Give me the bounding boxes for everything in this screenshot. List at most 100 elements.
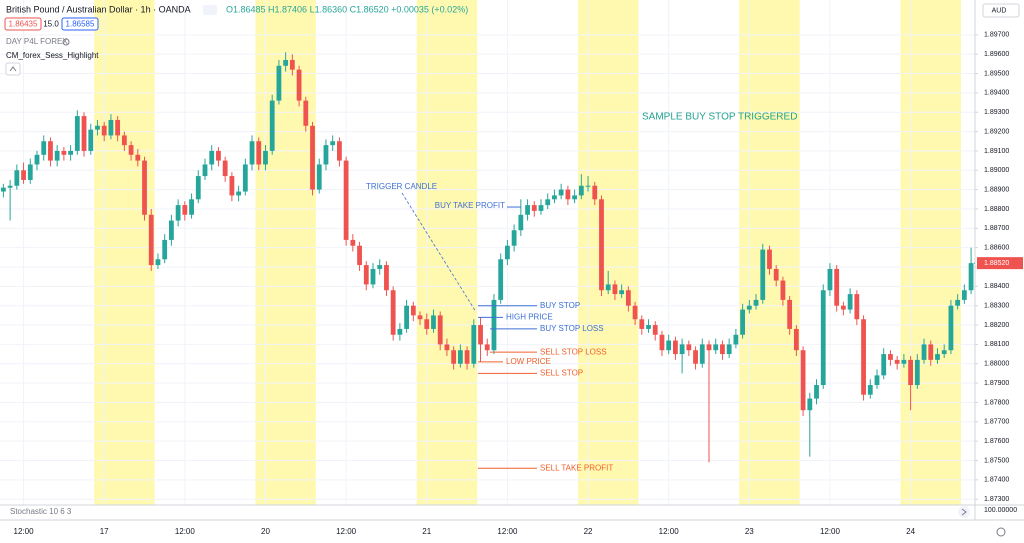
level-label: LOW PRICE	[506, 357, 551, 366]
candles	[1, 52, 974, 463]
time-axis: 12:00 17 12:00 20 12:00 21 12:00 22 12:00 23 12:00…	[14, 527, 916, 536]
candle-body	[1, 187, 6, 192]
candle-body	[558, 189, 564, 196]
candle-body	[74, 116, 80, 151]
indicator-label[interactable]: CM_forex_Sess_Highlight	[6, 51, 99, 60]
candle-body	[155, 259, 161, 266]
y-tick-label: 1.89400	[984, 90, 1009, 97]
candle-body	[343, 160, 349, 240]
candle-body	[565, 189, 571, 200]
y-tick-label: 1.87700	[984, 419, 1009, 426]
indicator-label[interactable]: DAY P4L FOREX	[6, 37, 68, 46]
candle-body	[54, 150, 60, 161]
candle-body	[68, 150, 73, 155]
candle-body	[498, 259, 504, 300]
y-tick-label: 1.88800	[984, 206, 1009, 213]
bid-badge[interactable]	[4, 17, 42, 31]
session-band	[94, 0, 155, 505]
settings-icon[interactable]	[996, 527, 1006, 537]
candle-body	[525, 205, 530, 215]
x-tick-label: 21	[422, 527, 431, 536]
candle-body	[578, 185, 584, 196]
candle-body	[209, 150, 215, 165]
candle-body	[861, 319, 866, 395]
candle-body	[202, 164, 208, 177]
candle-body	[377, 265, 383, 269]
x-tick-label: 12:00	[175, 527, 196, 536]
candle-body	[350, 239, 356, 246]
candle-body	[303, 100, 309, 126]
x-tick-label: 12:00	[659, 527, 680, 536]
price-axis: 1.87300 1.87400 1.87500 1.87600 1.87700 1.878…	[975, 32, 1009, 503]
candle-body	[720, 344, 725, 355]
candle-body	[21, 170, 26, 180]
candle-body	[478, 325, 483, 345]
x-tick-label: 17	[100, 527, 109, 536]
candle-body	[894, 359, 900, 364]
x-tick-label: 12:00	[14, 527, 35, 536]
candle-body	[787, 299, 793, 329]
candle-body	[867, 385, 873, 395]
candle-body	[639, 319, 645, 329]
candle-body	[195, 176, 201, 200]
y-tick-label: 1.88100	[984, 341, 1009, 348]
grid	[0, 0, 975, 505]
collapse-button[interactable]	[5, 62, 21, 76]
candle-body	[357, 245, 362, 266]
collapse-icon	[9, 66, 17, 72]
candle-body	[706, 344, 712, 351]
candle-body	[740, 309, 745, 335]
ask-badge[interactable]	[61, 17, 99, 31]
candle-body	[289, 59, 295, 70]
candle-body	[41, 141, 47, 155]
candle-body	[679, 344, 685, 355]
candle-body	[773, 268, 779, 281]
spread: 15.0	[43, 20, 59, 29]
y-tick-label: 1.87500	[984, 457, 1009, 464]
candle-body	[941, 350, 947, 355]
symbol-title[interactable]: British Pound / Australian Dollar · 1h ·…	[6, 4, 191, 14]
x-tick-label: 22	[584, 527, 593, 536]
candle-body	[222, 160, 228, 177]
candle-body	[693, 350, 698, 364]
candle-body	[505, 245, 510, 260]
candle-body	[612, 284, 618, 295]
candle-body	[874, 375, 880, 386]
y-tick-label: 1.88600	[984, 245, 1009, 252]
y-tick-label: 1.89300	[984, 109, 1009, 116]
y-tick-label: 1.87800	[984, 399, 1009, 406]
candle-body	[310, 125, 315, 190]
ohlc-values: O1.86485 H1.87406 L1.86360 C1.86520 +0.0…	[226, 4, 468, 14]
candle-body	[189, 199, 194, 215]
candle-body	[242, 164, 248, 192]
session-band	[416, 0, 478, 505]
scroll-icon	[961, 508, 967, 516]
header-button[interactable]	[203, 5, 217, 15]
y-tick-label: 1.89500	[984, 70, 1009, 77]
candle-body	[88, 129, 94, 151]
candle-body	[800, 350, 806, 411]
candle-body	[162, 239, 168, 260]
candle-body	[14, 170, 20, 186]
candle-body	[753, 299, 759, 306]
visibility-icon[interactable]	[62, 38, 70, 46]
bid-price: 1.86435	[9, 20, 38, 29]
currency-button[interactable]	[982, 3, 1020, 18]
candle-body	[229, 176, 235, 196]
candle-body	[81, 116, 87, 151]
candle-body	[713, 344, 719, 351]
candle-body	[767, 249, 772, 269]
y-tick-label: 1.88000	[984, 361, 1009, 368]
y-tick-label: 1.88900	[984, 186, 1009, 193]
session-band	[255, 0, 316, 505]
scroll-button[interactable]	[958, 506, 970, 518]
candle-body	[605, 284, 611, 291]
candle-body	[182, 205, 188, 215]
candle-body	[148, 214, 154, 266]
stochastic-label[interactable]: Stochastic 10 6 3	[10, 507, 72, 516]
y-tick-label: 1.88200	[984, 322, 1009, 329]
candle-body	[760, 249, 766, 300]
candle-body	[135, 154, 141, 161]
candle-body	[827, 268, 833, 291]
candle-body	[390, 290, 396, 335]
